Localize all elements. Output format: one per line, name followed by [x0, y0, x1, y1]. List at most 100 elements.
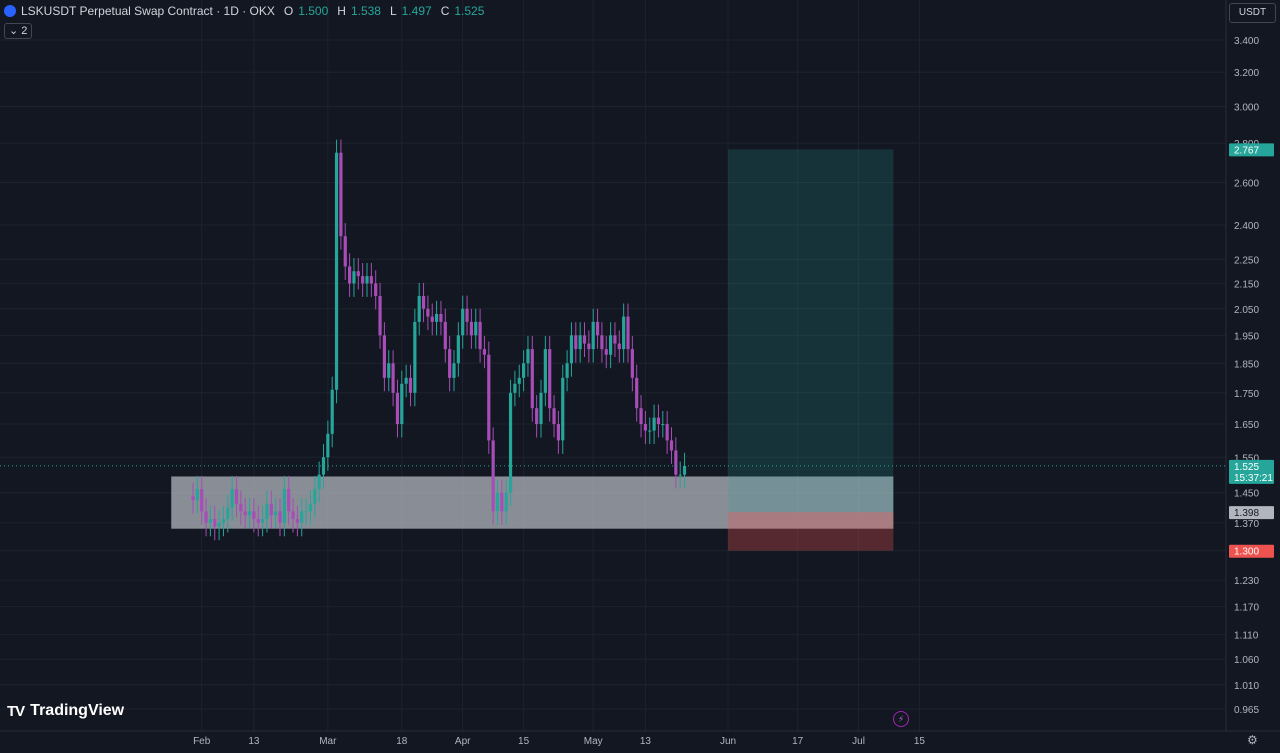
candle-body [282, 489, 286, 523]
price-tick-label: 1.750 [1234, 389, 1259, 400]
settings-gear-icon[interactable]: ⚙ [1247, 733, 1258, 747]
symbol-title[interactable]: LSKUSDT Perpetual Swap Contract · 1D · O… [21, 4, 275, 18]
candle-body [495, 492, 500, 512]
price-tick-label: 2.150 [1234, 279, 1259, 290]
candle-body [391, 363, 395, 393]
candle-body [656, 417, 661, 425]
candle-body [669, 440, 674, 451]
price-tick-label: 2.400 [1234, 221, 1259, 232]
candle-body [574, 335, 578, 350]
tradingview-logo[interactable]: TV TradingView [7, 702, 124, 720]
candle-body [387, 363, 391, 378]
candle-body [609, 335, 613, 355]
price-tick-label: 2.250 [1234, 255, 1259, 266]
candle-body [595, 321, 600, 336]
support-zone [171, 476, 894, 529]
time-tick-label: 17 [792, 736, 804, 747]
candle-body [469, 321, 473, 336]
candle-body [674, 450, 678, 475]
candle-body [382, 335, 386, 378]
symbol-logo-icon [4, 5, 16, 17]
currency-selector[interactable]: USDT [1229, 3, 1276, 23]
candle-body [626, 316, 630, 350]
price-label-entry-text: 1.398 [1234, 508, 1259, 519]
candle-body [552, 408, 556, 425]
candle-body [239, 503, 243, 512]
countdown-label: 15:37:21 [1234, 473, 1273, 484]
candle-body [234, 489, 239, 504]
price-tick-label: 1.370 [1234, 519, 1259, 530]
price-tick-label: 1.060 [1234, 655, 1259, 666]
candle-body [613, 335, 617, 344]
candle-body [622, 316, 626, 350]
candle-body [421, 295, 426, 309]
candle-body [295, 518, 299, 523]
price-tick-label: 1.110 [1234, 631, 1259, 642]
tradingview-mark-icon: TV [7, 702, 25, 720]
candle-body [395, 392, 400, 425]
time-tick-label: Apr [455, 736, 471, 747]
candle-body [274, 511, 278, 516]
candle-body [287, 489, 291, 512]
time-tick-label: Mar [319, 736, 337, 747]
price-tick-label: 3.000 [1234, 102, 1259, 113]
candle-body [334, 152, 339, 390]
high-label: H [337, 4, 346, 18]
candle-body [569, 335, 574, 364]
stop-zone [728, 512, 894, 551]
candle-body [600, 335, 604, 350]
candle-body [426, 308, 430, 317]
close-value: 1.525 [454, 4, 485, 18]
long-position-tool [728, 149, 894, 551]
candle-body [261, 518, 265, 523]
price-label-target [1229, 143, 1274, 157]
candle-body [643, 424, 647, 431]
candle-body [591, 321, 595, 350]
candle-body [435, 313, 439, 322]
high-value: 1.538 [350, 4, 381, 18]
candle-body [661, 424, 665, 426]
candle-body [247, 511, 252, 516]
candle-body [526, 349, 530, 364]
price-tick-label: 1.850 [1234, 359, 1259, 370]
time-tick-label: Feb [193, 736, 211, 747]
candle-body [617, 343, 621, 350]
candle-body [678, 474, 682, 476]
candle-body [504, 492, 508, 512]
candle-body [491, 440, 495, 512]
price-tick-label: 1.230 [1234, 576, 1259, 587]
candle-body [265, 503, 269, 519]
candle-body [665, 424, 669, 441]
candle-body [321, 457, 326, 475]
candle-body [217, 522, 221, 527]
candle-body [361, 276, 365, 284]
flash-icon[interactable]: ⚡ [893, 711, 909, 727]
candle-body [339, 152, 343, 237]
price-tick-label: 1.650 [1234, 420, 1259, 431]
candle-body [648, 430, 652, 432]
candlestick-series [191, 139, 687, 541]
price-tick-label: 1.010 [1234, 681, 1259, 692]
candle-body [487, 354, 491, 441]
candle-body [200, 489, 204, 512]
low-value: 1.497 [401, 4, 432, 18]
support-zone-rect [171, 476, 894, 529]
price-tick-label: 2.600 [1234, 179, 1259, 190]
candle-body [213, 518, 217, 527]
indicators-toggle[interactable]: ⌄ 2 [4, 23, 33, 39]
candle-body [517, 377, 521, 384]
candle-body [482, 349, 487, 355]
candle-body [513, 383, 517, 393]
time-tick-label: 15 [914, 736, 926, 747]
candle-body [221, 518, 226, 523]
candle-body [313, 489, 317, 504]
candle-body [439, 313, 443, 322]
candle-body [448, 349, 452, 378]
candle-body [630, 349, 634, 378]
candle-body [256, 518, 260, 523]
price-tick-label: 1.450 [1234, 489, 1259, 500]
candle-body [582, 335, 587, 344]
price-label-target-text: 2.767 [1234, 145, 1259, 156]
candle-body [604, 349, 608, 355]
